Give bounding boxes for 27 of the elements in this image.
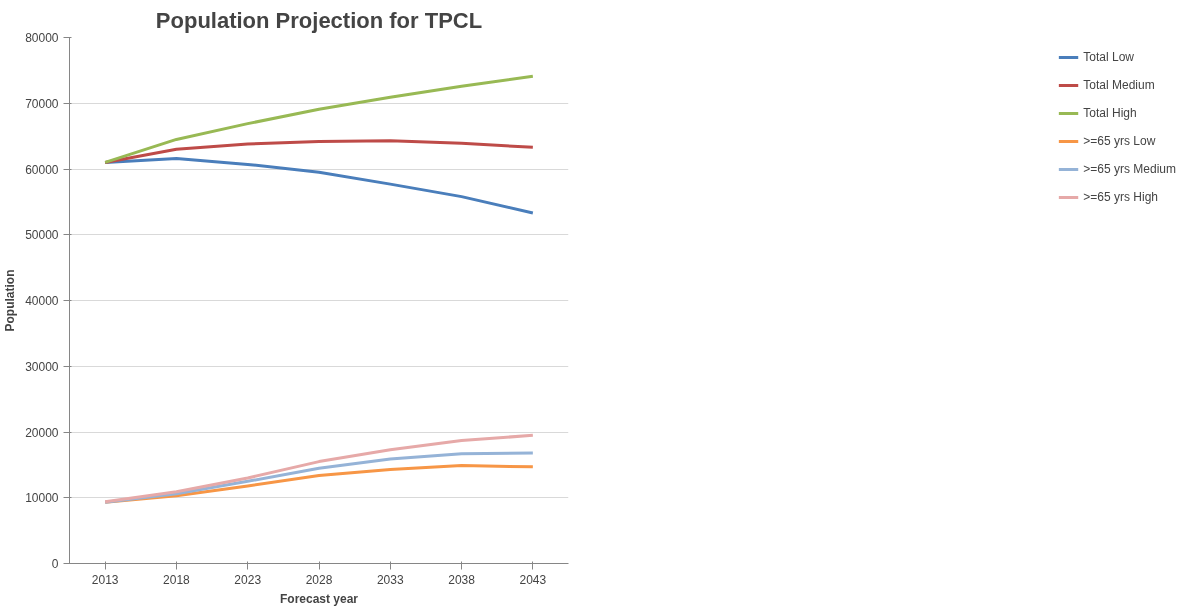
y-tick-label: 40000 bbox=[25, 294, 59, 308]
x-axis-title: Forecast year bbox=[279, 591, 359, 606]
chart-title: Population Projection for TPCL bbox=[155, 7, 483, 33]
x-tick-label: 2038 bbox=[448, 572, 476, 587]
legend-label: Total High bbox=[1083, 106, 1137, 120]
legend-label: Total Low bbox=[1083, 50, 1134, 64]
y-tick-label: 10000 bbox=[25, 491, 59, 506]
y-tick-label: 50000 bbox=[25, 228, 59, 243]
legend-label: >=65 yrs Medium bbox=[1083, 162, 1176, 176]
x-tick-label: 2018 bbox=[163, 572, 191, 587]
y-axis-title: Population bbox=[3, 269, 18, 332]
legend-label: >=65 yrs Low bbox=[1083, 134, 1156, 148]
legend-label: Total Medium bbox=[1083, 78, 1155, 92]
legend-label: >=65 yrs High bbox=[1083, 190, 1158, 204]
x-tick-label: 2023 bbox=[234, 572, 262, 587]
line-series bbox=[103, 433, 535, 504]
y-tick-label: 70000 bbox=[25, 96, 59, 111]
y-tick-label: 80000 bbox=[25, 31, 59, 45]
y-tick-label: 20000 bbox=[25, 425, 59, 440]
x-tick-label: 2028 bbox=[305, 572, 333, 587]
line-series bbox=[103, 74, 535, 164]
y-tick-label: 30000 bbox=[25, 359, 59, 374]
x-tick-label: 2043 bbox=[519, 572, 547, 587]
x-tick-label: 2033 bbox=[376, 572, 404, 587]
y-tick-label: 60000 bbox=[25, 162, 59, 177]
x-tick-label: 2013 bbox=[91, 572, 119, 587]
y-tick-label: 0 bbox=[51, 557, 59, 571]
